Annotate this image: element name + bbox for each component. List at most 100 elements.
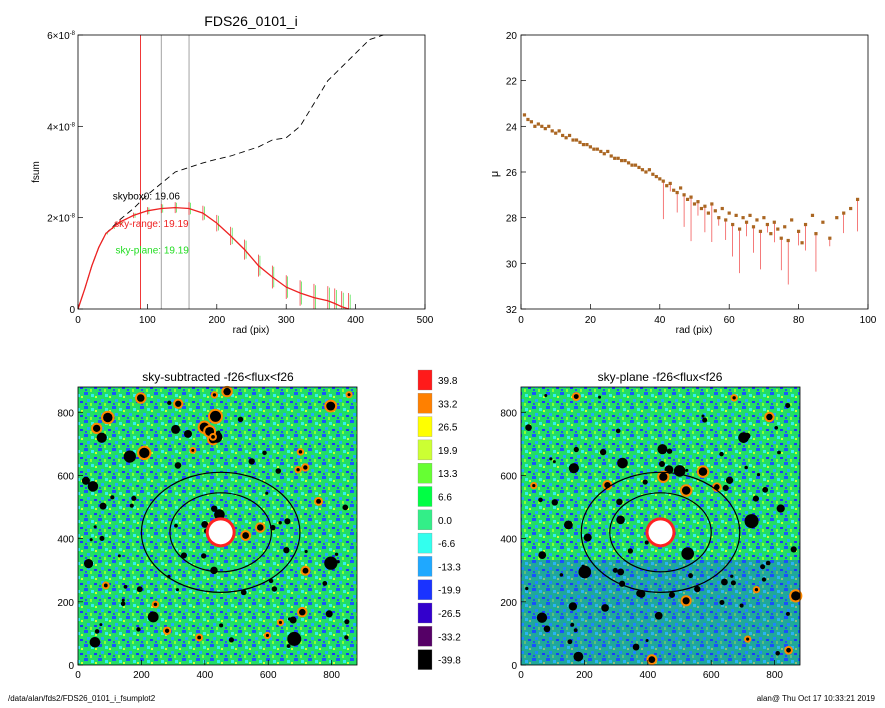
colorbar-swatch [417,579,433,600]
masked-source [790,546,797,553]
masked-source [214,509,225,520]
footer-timestamp: alan@ Thu Oct 17 10:33:21 2019 [756,694,875,703]
masked-source [761,577,767,582]
mu-point [828,236,832,240]
masked-source [744,465,748,470]
mu-point [550,129,554,133]
x-tick-label: 400 [347,315,364,326]
colorbar-label: -6.6 [438,539,456,550]
masked-source [681,547,694,560]
colorbar-label: 19.9 [438,446,458,457]
mu-point [533,124,537,128]
masked-source [612,567,618,573]
mu-point [637,165,641,170]
masked-source [617,568,625,576]
mu-point [772,220,776,224]
mu-point [786,238,790,243]
masked-source [103,412,113,423]
masked-source [123,450,136,463]
mu-point [543,127,547,131]
mu-point [790,218,794,222]
mu-point [675,190,679,195]
masked-source [775,650,780,656]
mu-point [567,133,572,138]
x-tick-label: 400 [639,670,656,681]
mu-point [710,202,714,206]
masked-source [223,387,231,396]
y-tick-label: 0 [511,661,517,672]
fsum-profile-chart: FDS26_0101_i 0 100 200 300 400 500 0 2×10-8 4×1… [31,13,434,336]
masked-source [175,588,180,592]
masked-source [210,566,218,575]
masked-source [265,491,269,495]
masked-source [81,476,90,485]
masked-source [599,448,607,456]
mu-point [557,129,561,133]
masked-source [732,396,736,400]
masked-source [242,532,250,539]
masked-source [654,611,663,620]
x-tick-label: 600 [703,670,720,681]
y-tick-label: 800 [500,408,517,419]
masked-source [702,417,708,423]
mu-point [571,138,575,142]
aperture-ellipse [169,492,272,573]
y-tick-label: 20 [506,31,518,42]
masked-source [598,395,602,399]
y-tick-label: 0 [69,305,75,316]
colorbar-swatch [417,486,433,507]
masked-source [289,616,297,624]
masked-source [136,586,143,593]
mu-point [658,177,662,181]
x-tick-label: 20 [585,315,597,326]
masked-source [209,410,222,422]
x-tick-label: 800 [323,670,340,681]
mu-point [762,216,766,220]
sky-annotation: skybox0: 19.06 [113,191,181,202]
y-tick-label: 0 [68,661,74,672]
masked-source [322,581,328,586]
masked-source [296,468,300,472]
masked-source [551,499,558,506]
mu-point [758,229,763,233]
masked-source [284,518,291,525]
masked-source [701,414,705,418]
masked-source [743,432,751,440]
masked-source [648,656,656,663]
mu-point [803,222,808,227]
masked-source [212,393,217,397]
masked-source [756,473,761,477]
masked-source [99,502,107,510]
mu-point [665,184,669,188]
masked-source [287,631,302,646]
masked-source [578,565,592,579]
y-tick-exponent: -8 [70,214,76,220]
mu-point [536,122,540,126]
masked-source [777,450,781,455]
mu-point [779,236,783,240]
mu-point [522,113,527,117]
mu-point [717,216,721,220]
masked-source [617,457,628,469]
y-tick-label: 30 [506,259,518,270]
colorbar-swatch [417,602,433,624]
masked-source [642,479,648,485]
mu-point [623,158,627,163]
masked-source [765,560,771,566]
masked-source [298,450,303,454]
mu-point [602,152,606,156]
mu-point [855,197,860,201]
masked-source [174,462,182,469]
masked-source [334,552,339,556]
footer-path: /data/alan/fds2/FDS26_0101_i_fsumplot2 [8,694,156,703]
masked-source [121,598,125,602]
mu-point [672,188,676,192]
masked-source [175,400,182,407]
y-axis-label: fsum [31,161,42,183]
masked-source [681,486,691,495]
mu-point [800,241,804,245]
x-axis-label: rad (pix) [676,325,713,336]
masked-source [774,425,779,430]
masked-source [616,498,623,506]
colorbar-label: -13.3 [438,562,461,573]
